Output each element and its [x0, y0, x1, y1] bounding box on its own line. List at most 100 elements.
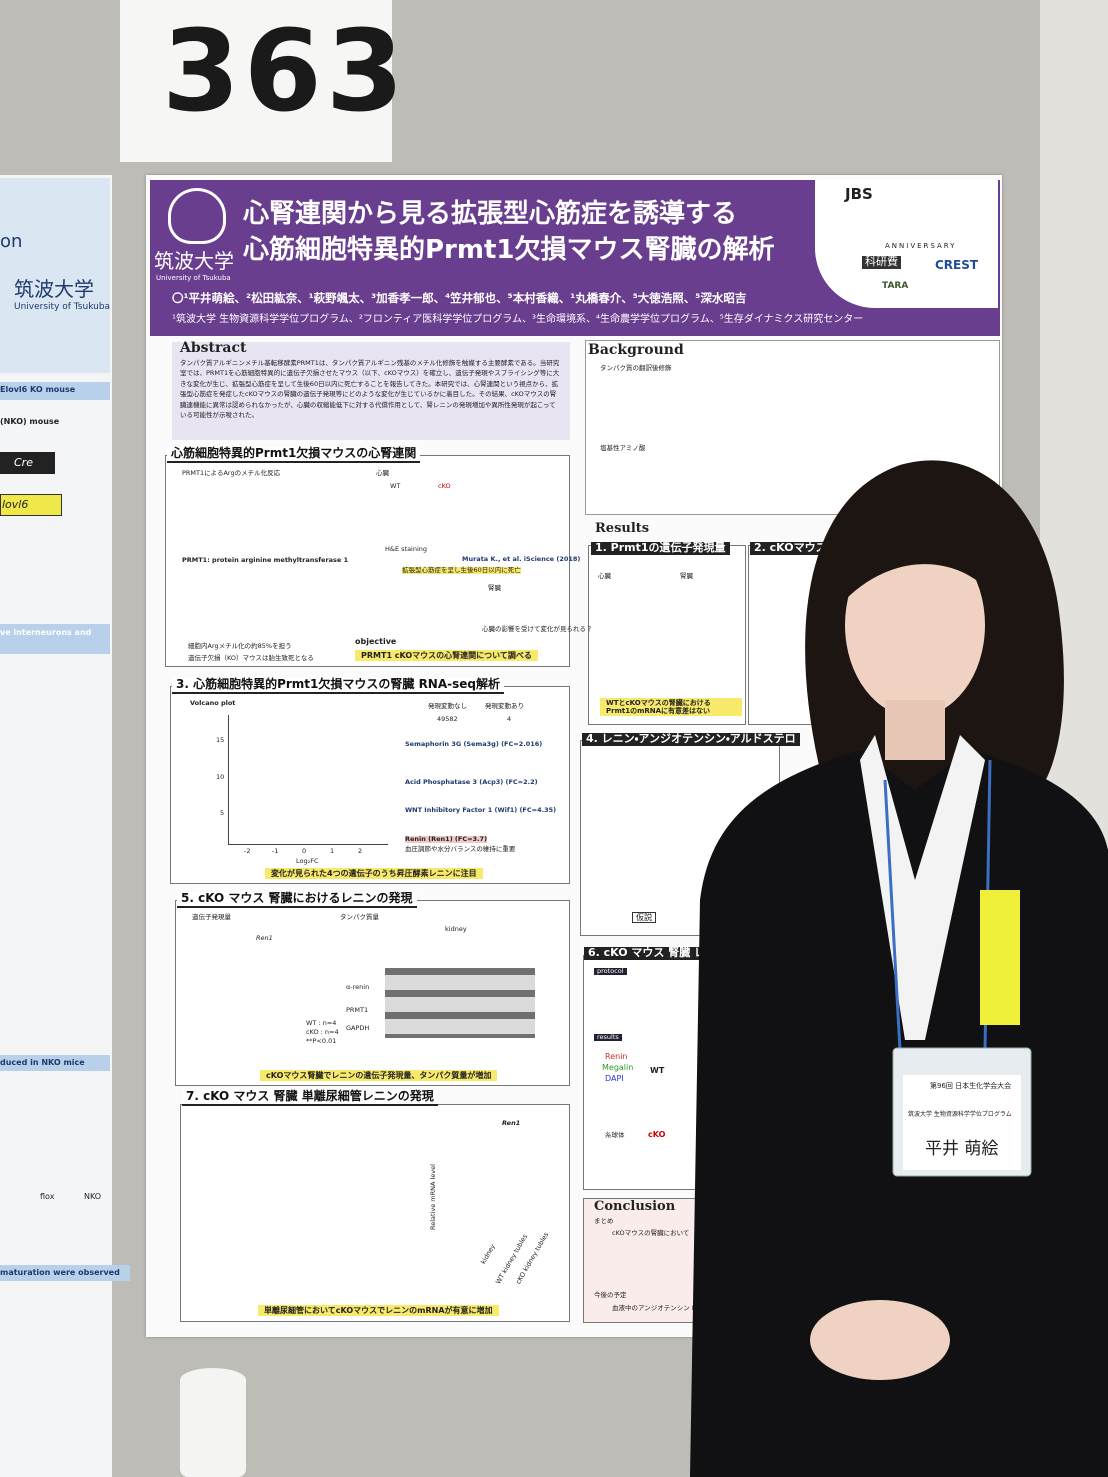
figure-label: 心臓の影響を受けて変化が見られる？: [482, 625, 593, 633]
left-label: NKO: [84, 1192, 102, 1201]
section-heading: 3. 心筋細胞特異的Prmt1欠損マウスの腎臓 RNA-seq解析: [172, 677, 504, 694]
bullet: 細胞内Argメチル化の約85%を担う: [188, 642, 292, 650]
left-heading: duced in NKO mice: [0, 1058, 85, 1067]
volcano-plot-area: [228, 715, 388, 845]
figure-label: kidney: [445, 925, 467, 933]
logo-kakenhi: 科研費: [862, 255, 901, 269]
left-title: on: [0, 231, 23, 252]
cre-box: [0, 452, 55, 474]
poster-title: 心筋細胞特異的Prmt1欠損マウス腎臓の解析: [243, 235, 775, 265]
figure-label: PRMT1によるArgのメチル化反応: [182, 469, 281, 477]
figure-label: Megalin: [602, 1063, 634, 1072]
cup: [180, 1368, 246, 1477]
figure-label: WT: [650, 1066, 665, 1075]
university-emblem: [168, 188, 226, 244]
figure-label: タンパク質量: [340, 913, 379, 921]
number-card: [120, 0, 392, 162]
logo-jbs: JBS: [845, 185, 873, 203]
section-box: [583, 955, 753, 1190]
left-heading: maturation were observed: [0, 1268, 120, 1277]
section-heading: 5. cKO マウス 腎臓におけるレニンの発現: [177, 891, 417, 908]
figure-label: Renin: [605, 1052, 628, 1061]
figure-label: PRMT1: [346, 1006, 369, 1014]
university: 筑波大学: [154, 249, 234, 273]
figure-label: Volcano plot: [190, 699, 236, 707]
left-poster-bar: [0, 382, 110, 400]
objective-label: objective: [355, 637, 397, 646]
tick-label: 10: [216, 773, 225, 781]
left-poster-bar: [0, 1265, 130, 1281]
figure-label: PRMT1: protein arginine methyltransferas…: [182, 556, 349, 564]
figure-label: 腎臓: [680, 572, 693, 580]
figure-label: 遺伝子発現量: [192, 913, 231, 921]
figure-label: cKO: [438, 482, 451, 490]
section-footer: WTとcKOマウスの腎臓における Prmt1のmRNAに有意差はない: [600, 698, 742, 717]
section-heading: Conclusion: [594, 1199, 676, 1214]
conclusion-item: 血液中のアンジオテンシン I やアン: [612, 1304, 716, 1312]
table-cell: 4: [507, 715, 512, 723]
tick-label: 5: [220, 809, 225, 817]
abstract-box: [172, 342, 570, 440]
logo-anniversary: ANNIVERSARY: [885, 242, 957, 250]
conclusion-item: cKOマウスの腎臓において: [612, 1229, 690, 1237]
logo-crest: CREST: [935, 258, 979, 272]
figure-label: 腎臓: [488, 584, 501, 592]
figure-label: Ren1: [502, 1119, 521, 1127]
figure-label: WT : n=4: [306, 1019, 337, 1027]
section-footer: 変化が見られた4つの遺伝子のうち昇圧酵素レニンに注目: [265, 868, 483, 880]
figure-label: **P<0.01: [306, 1037, 337, 1045]
gene: Renin (Ren1) (FC=3.7): [405, 835, 488, 844]
left-heading: Elovl6 KO mouse: [0, 385, 76, 394]
left-poster-header: [0, 178, 110, 373]
figure-label: α-renin: [346, 983, 370, 991]
tick-label: 2: [358, 847, 363, 855]
figure-label: results: [594, 1033, 622, 1042]
badge-affiliation: 筑波大学 生物資源科学学位プログラム: [908, 1111, 1012, 1118]
section-box: [588, 545, 746, 725]
figure-label: 仮説: [632, 912, 656, 924]
badge-conference: 第96回 日本生化学会大会: [930, 1082, 1012, 1090]
figure-label: タンパク質の翻訳後修飾: [600, 364, 672, 372]
abstract-text: タンパク質アルギニンメチル基転移酵素PRMT1は、タンパク質アルギニン残基のメチ…: [180, 359, 560, 419]
figure-label: Ren1: [256, 934, 273, 942]
table-header: 発現変動あり: [485, 702, 524, 710]
tick-label: -1: [272, 847, 279, 855]
authors: 〇¹平井萌絵、²松田紘奈、¹萩野颯太、³加香孝一郎、⁴笠井郁也、⁵本村香織、¹丸…: [172, 291, 747, 305]
tick-label: 15: [216, 736, 225, 744]
elovl6-box: [0, 494, 62, 516]
board-number: 363: [162, 7, 408, 137]
poster-title: 心腎連関から見る拡張型心筋症を誘導する: [243, 199, 738, 229]
section-box: [170, 686, 570, 884]
tick-label: -2: [244, 847, 251, 855]
objective: PRMT1 cKOマウスの心腎連関について調べる: [355, 650, 538, 662]
section-heading: 4. レニン・アンジオテンシン・アルドステロ: [582, 732, 800, 746]
section-heading: Abstract: [180, 340, 247, 356]
left-poster-bar: [0, 624, 110, 654]
figure-label: 塩基性アミノ酸: [600, 444, 646, 452]
left-label: flox: [40, 1192, 55, 1201]
gene: WNT Inhibitory Factor 1 (Wif1) (FC=4.35): [405, 806, 557, 814]
table-cell: 49582: [437, 715, 458, 723]
left-poster-bar: [0, 1055, 110, 1071]
section-box: [748, 545, 848, 725]
figure-label: DAPI: [605, 1074, 624, 1083]
figure-label: H&E staining: [385, 545, 428, 553]
figure-label: 心臓: [598, 572, 611, 580]
citation: Murata K., et al. iScience (2018): [462, 555, 581, 563]
left-university-en: University of Tsukuba: [14, 302, 111, 312]
university-en: University of Tsukuba: [156, 274, 231, 282]
conclusion-item: 今後の予定: [594, 1291, 627, 1299]
section-heading: 2. cKOマウス: [750, 541, 831, 555]
badge-name: 平井 萌絵: [925, 1139, 999, 1159]
figure-label: WT: [390, 482, 401, 490]
axis-label: Relative mRNA level: [429, 1164, 437, 1230]
left-university: 筑波大学: [14, 277, 94, 301]
section-footer: 単離尿細管においてcKOマウスでレニンのmRNAが有意に増加: [258, 1305, 499, 1317]
left-label: lovl6: [2, 498, 29, 511]
figure-label: cKO: [648, 1130, 666, 1139]
figure-label: cKO : n=4: [306, 1028, 339, 1036]
affiliations: ¹筑波大学 生物資源科学学位プログラム、²フロンティア医科学学位プログラム、³生…: [172, 314, 864, 325]
